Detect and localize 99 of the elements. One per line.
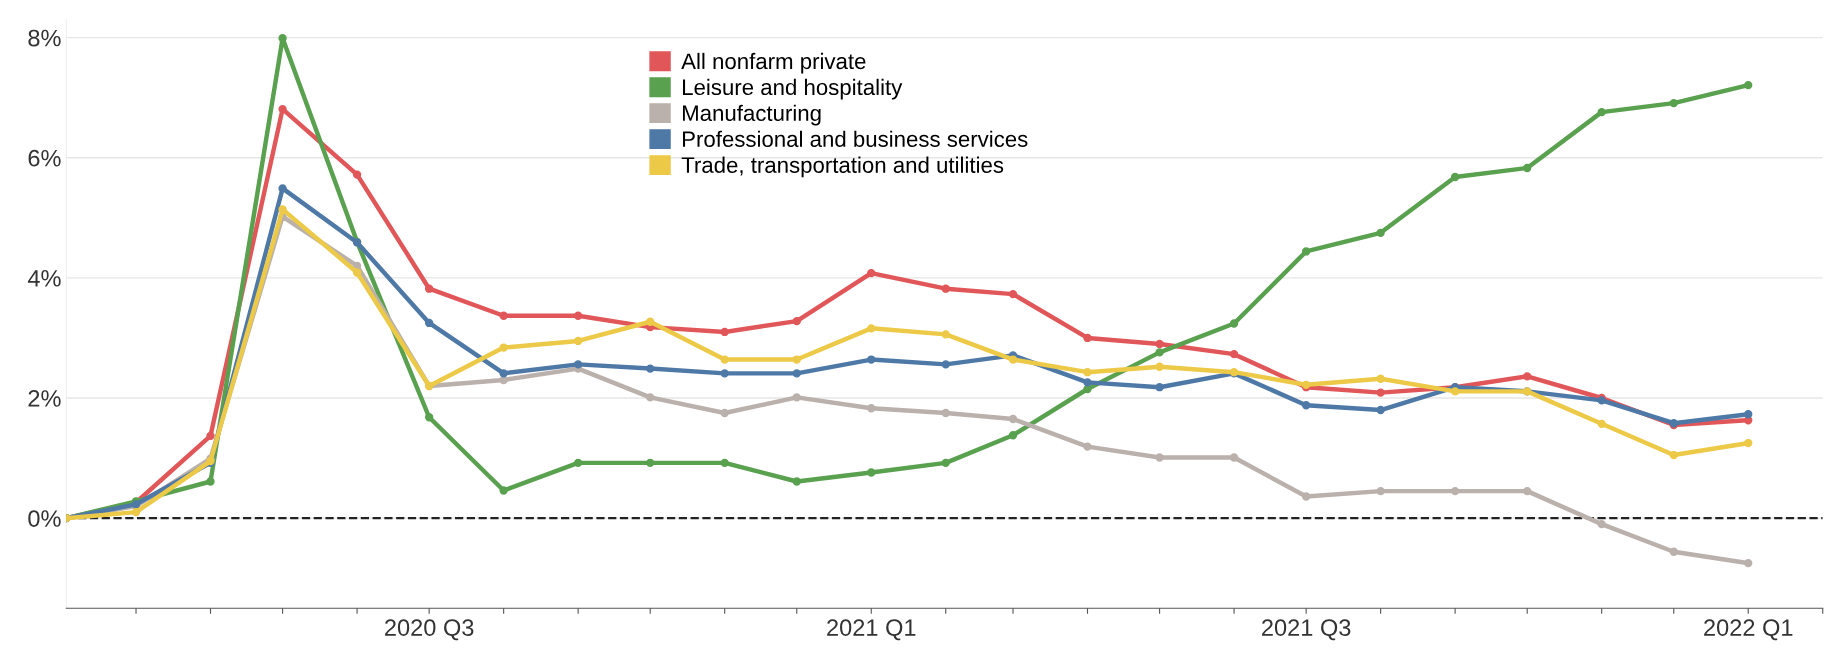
- point: [867, 268, 876, 278]
- point: [499, 311, 508, 320]
- point: [1523, 372, 1532, 381]
- point: [792, 393, 801, 402]
- y-tick-label: 8%: [28, 29, 61, 47]
- point: [131, 507, 141, 517]
- point: [1376, 486, 1385, 496]
- y-tick-label: 4%: [27, 270, 61, 287]
- point: [1008, 414, 1018, 424]
- point: [1301, 401, 1311, 410]
- point: [1744, 80, 1753, 90]
- point: [1083, 442, 1092, 451]
- point: [1669, 98, 1678, 108]
- point: [941, 360, 950, 369]
- point: [278, 205, 287, 214]
- point: [1597, 107, 1606, 117]
- legend-label: Professional and business services: [683, 130, 1028, 147]
- point: [941, 408, 950, 418]
- point: [1450, 172, 1460, 182]
- point: [720, 327, 729, 337]
- point: [1083, 333, 1092, 343]
- point: [792, 369, 801, 378]
- point: [1669, 450, 1678, 460]
- point: [646, 364, 655, 373]
- point: [206, 431, 215, 441]
- legend-label: Leisure and hospitality: [683, 78, 903, 100]
- point: [720, 458, 729, 468]
- point: [424, 284, 434, 293]
- point: [646, 458, 655, 468]
- point: [206, 477, 215, 486]
- legend-label: Manufacturing: [683, 104, 821, 126]
- point: [1376, 374, 1385, 383]
- point: [867, 404, 876, 413]
- point: [792, 355, 801, 364]
- point: [646, 317, 655, 326]
- point: [720, 408, 729, 418]
- point: [573, 360, 583, 369]
- point: [941, 458, 950, 468]
- point: [720, 355, 729, 364]
- point: [1155, 348, 1164, 357]
- x-tick-label: 2021 Q3: [1262, 619, 1351, 641]
- point: [1523, 486, 1532, 496]
- point: [1008, 289, 1018, 299]
- point: [1597, 419, 1606, 428]
- point: [1229, 349, 1239, 359]
- point: [499, 369, 508, 378]
- point: [1523, 163, 1532, 173]
- y-tick-label: 0%: [28, 510, 61, 527]
- point: [352, 268, 362, 277]
- point: [1155, 383, 1164, 392]
- point: [352, 170, 362, 179]
- point: [1301, 247, 1311, 256]
- point: [1083, 384, 1092, 394]
- point: [867, 468, 876, 477]
- point: [1008, 355, 1018, 364]
- point: [1155, 339, 1164, 349]
- point: [1450, 387, 1460, 396]
- point: [499, 375, 508, 385]
- point: [1008, 431, 1018, 440]
- point: [867, 355, 876, 364]
- point: [573, 458, 583, 468]
- point: [792, 316, 801, 326]
- point: [1083, 368, 1092, 377]
- x-tick-label: 2020 Q3: [385, 619, 474, 641]
- point: [499, 343, 508, 352]
- y-tick-label: 2%: [28, 390, 61, 407]
- point: [1229, 319, 1239, 328]
- point: [867, 324, 876, 333]
- point: [1744, 410, 1753, 419]
- legend-label: All nonfarm private: [681, 52, 866, 74]
- point: [941, 284, 950, 293]
- point: [278, 34, 287, 43]
- point: [573, 311, 583, 320]
- point: [1376, 228, 1385, 238]
- point: [1376, 388, 1385, 397]
- point: [792, 477, 801, 486]
- point: [424, 318, 434, 328]
- point: [424, 413, 434, 422]
- point: [1083, 378, 1092, 387]
- point: [646, 393, 655, 402]
- y-tick-label: 6%: [28, 149, 61, 167]
- point: [941, 330, 950, 339]
- point: [1744, 559, 1753, 568]
- point: [278, 184, 287, 193]
- point: [1229, 453, 1239, 462]
- point: [720, 369, 729, 378]
- point: [499, 486, 508, 495]
- point: [1450, 486, 1460, 496]
- point: [1669, 547, 1678, 556]
- x-tick-label: 2022 Q1: [1704, 619, 1793, 641]
- x-tick-label: 2021 Q1: [827, 619, 916, 641]
- point: [1301, 492, 1311, 501]
- legend-label: Trade, transportation and utilities: [681, 156, 1004, 178]
- point: [1155, 362, 1164, 371]
- point: [1597, 519, 1606, 529]
- point: [1376, 405, 1385, 415]
- point: [1744, 438, 1753, 448]
- point: [1155, 453, 1164, 462]
- point: [573, 336, 583, 346]
